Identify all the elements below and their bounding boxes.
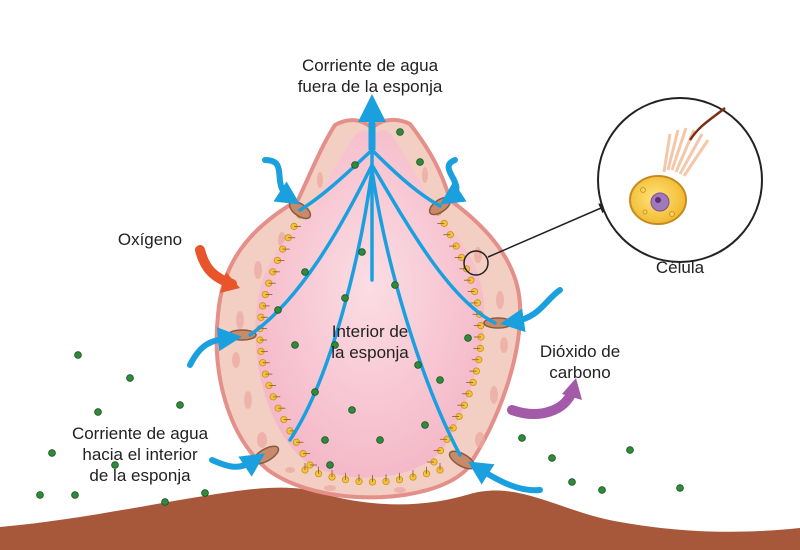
oxygen-dot — [94, 408, 102, 416]
oxygen-dots — [36, 128, 684, 506]
oxygen-dot — [568, 478, 576, 486]
oxygen-arrow-head — [220, 272, 240, 293]
oxygen-dot — [436, 376, 444, 384]
co2-label: Dióxido de carbono — [515, 341, 645, 383]
water-in-label-line2: hacia el interior — [82, 445, 198, 464]
oxygen-label: Oxígeno — [117, 230, 183, 249]
water-in-label: Corriente de agua hacia el interior de l… — [40, 423, 240, 486]
oxygen-dot — [351, 161, 359, 169]
oxygen-dot — [376, 436, 384, 444]
oxygen-dot — [274, 306, 282, 314]
oxygen-dot — [111, 461, 119, 469]
oxygen-dot — [358, 248, 366, 256]
oxygen-dot — [48, 449, 56, 457]
oxygen-dot — [341, 294, 349, 302]
cell-label: Célula — [655, 258, 705, 277]
collar-cell-layer — [256, 208, 485, 486]
oxygen-dot — [348, 406, 356, 414]
oxygen-dot — [626, 446, 634, 454]
oxygen-dot — [676, 484, 684, 492]
oxygen-dot — [126, 374, 134, 382]
oxygen-dot — [74, 351, 82, 359]
oxygen-dot — [518, 434, 526, 442]
inflow-arrows — [187, 157, 563, 494]
oxygen-dot — [414, 361, 422, 369]
oxygen-dot — [326, 461, 334, 469]
oxygen-dot — [291, 341, 299, 349]
oxygen-dot — [311, 388, 319, 396]
oxygen-dot — [331, 341, 339, 349]
cell-inset — [597, 97, 763, 263]
water-in-label-line1: Corriente de agua — [71, 424, 209, 443]
callout-target — [463, 250, 489, 276]
ground — [0, 487, 800, 550]
oxygen-dot — [71, 491, 79, 499]
oxygen-dot — [416, 158, 424, 166]
interior-label: Interior de la esponja — [305, 321, 435, 363]
internal-water-flow — [248, 133, 497, 457]
oxygen-dot — [301, 268, 309, 276]
oxygen-dot — [176, 401, 184, 409]
oxygen-dot — [201, 489, 209, 497]
callout-line — [487, 203, 610, 258]
oxygen-dot — [464, 334, 472, 342]
oxygen-dot — [161, 498, 169, 506]
co2-arrow-head — [562, 378, 582, 400]
co2-label-line1: Dióxido de — [539, 342, 621, 361]
water-out-label: Corriente de agua fuera de la esponja — [255, 55, 485, 97]
water-out-label-line1: Corriente de agua — [301, 56, 439, 75]
interior-label-line1: Interior de — [331, 322, 409, 341]
oxygen-dot — [36, 491, 44, 499]
interior-label-line2: la esponja — [331, 343, 409, 362]
oxygen-dot — [548, 454, 556, 462]
oxygen-dot — [421, 421, 429, 429]
oxygen-dot — [396, 128, 404, 136]
oxygen-dot — [321, 436, 329, 444]
water-out-label-line2: fuera de la esponja — [297, 77, 443, 96]
oxygen-dot — [391, 281, 399, 289]
co2-label-line2: carbono — [549, 363, 611, 382]
oxygen-dot — [598, 486, 606, 494]
co2-arrow — [507, 387, 577, 419]
water-in-label-line3: de la esponja — [89, 466, 191, 485]
